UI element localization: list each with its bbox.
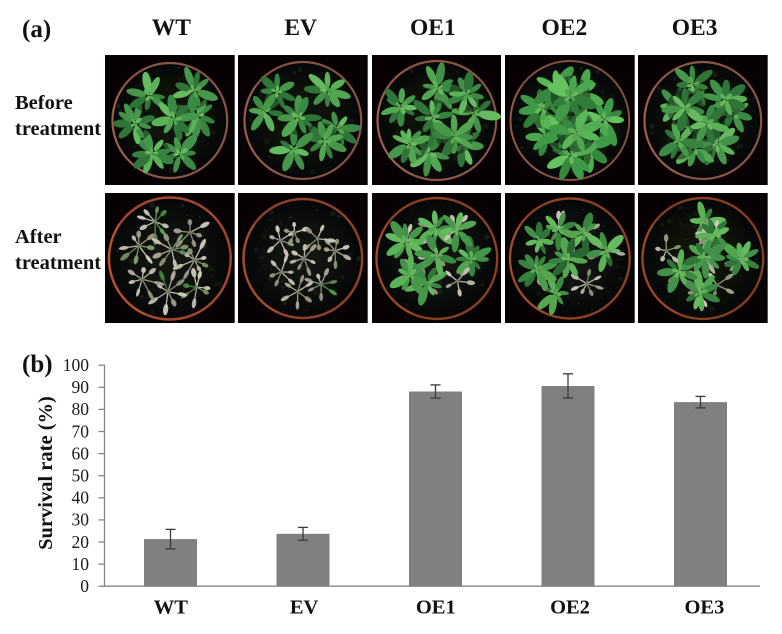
svg-text:10: 10 bbox=[72, 554, 90, 574]
svg-text:100: 100 bbox=[63, 355, 90, 375]
svg-text:EV: EV bbox=[290, 596, 319, 618]
svg-text:90: 90 bbox=[72, 377, 90, 397]
svg-text:80: 80 bbox=[72, 399, 90, 419]
svg-text:WT: WT bbox=[154, 596, 189, 618]
svg-text:OE3: OE3 bbox=[684, 596, 724, 618]
svg-text:50: 50 bbox=[72, 466, 90, 486]
svg-text:60: 60 bbox=[72, 443, 90, 463]
svg-text:40: 40 bbox=[72, 488, 90, 508]
svg-text:OE2: OE2 bbox=[550, 596, 590, 618]
svg-text:20: 20 bbox=[72, 532, 90, 552]
svg-text:30: 30 bbox=[72, 510, 90, 530]
svg-text:70: 70 bbox=[72, 421, 90, 441]
svg-text:0: 0 bbox=[80, 576, 89, 596]
svg-text:Survival rate (%): Survival rate (%) bbox=[35, 396, 57, 550]
svg-text:OE1: OE1 bbox=[416, 596, 456, 618]
